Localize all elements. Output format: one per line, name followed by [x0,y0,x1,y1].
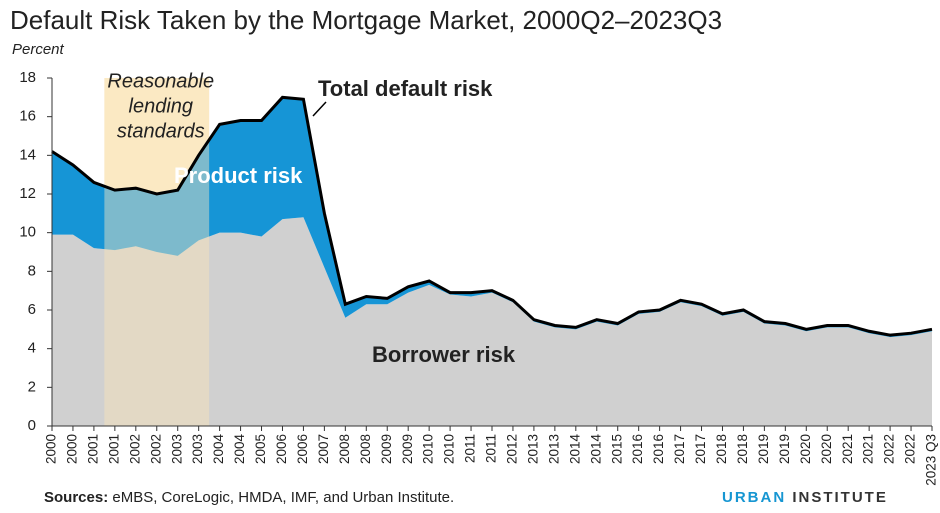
x-tick-label: 2017 [693,434,708,464]
x-tick-label: 2022 [903,434,918,464]
x-tick-label: 2014 [567,434,582,465]
series-label: Total default risk [318,76,493,101]
logo-word: URBAN [722,489,786,506]
leader-line [312,101,327,117]
x-tick-label: 2023 Q3 [924,434,939,486]
y-tick-label: 4 [28,340,36,357]
x-tick-label: 2002 [148,434,163,464]
y-tick-label: 8 [28,262,36,279]
x-tick-label: 2010 [442,434,457,464]
x-tick-label: 2008 [337,434,352,464]
x-tick-label: 2017 [672,434,687,464]
x-tick-label: 2000 [44,434,59,464]
x-tick-label: 2014 [588,434,603,465]
x-tick-label: 2020 [798,434,813,464]
x-tick-label: 2001 [106,434,121,464]
x-tick-label: 2021 [861,434,876,464]
x-tick-label: 2013 [546,434,561,464]
y-tick-label: 0 [28,417,36,434]
x-tick-label: 2013 [525,434,540,464]
line [51,95,933,337]
y-tick-label: 10 [19,224,36,241]
x-tick-label: 2004 [232,434,247,465]
y-tick-label: 14 [19,146,36,163]
x-tick-label: 2018 [735,434,750,464]
x-tick-label: 2011 [463,434,478,463]
y-tick-label: 12 [19,185,36,202]
x-tick-label: 2008 [358,434,373,464]
x-tick-label: 2001 [85,434,100,464]
x-tick-label: 2019 [756,434,771,464]
x-tick-label: 2021 [840,434,855,464]
x-tick-label: 2015 [609,434,624,464]
x-tick-label: 2020 [819,434,834,464]
logo: URBAN INSTITUTE [722,489,888,506]
x-tick-label: 2002 [127,434,142,464]
x-tick-label: 2009 [400,434,415,464]
region-label: standards [117,120,205,142]
x-tick-label: 2009 [379,434,394,464]
series-label: Borrower risk [372,342,516,367]
x-tick-label: 2019 [777,434,792,464]
chart-title: Default Risk Taken by the Mortgage Marke… [10,5,722,35]
x-tick-label: 2012 [505,434,520,464]
x-tick-label: 2007 [316,434,331,464]
x-tick-label: 2010 [421,434,436,464]
x-tick-label: 2016 [630,434,645,464]
shaded-region [104,78,210,426]
y-tick-label: 18 [19,69,36,86]
logo-word: INSTITUTE [792,489,888,506]
source-label: Sources: [44,489,108,506]
x-tick-label: 2005 [253,434,268,464]
x-tick-label: 2016 [651,434,666,464]
series-label: Product risk [174,163,303,188]
region-label: Reasonable [107,70,214,92]
x-tick-label: 2011 [484,434,499,463]
x-tick-label: 2003 [169,434,184,464]
source: Sources: eMBS, CoreLogic, HMDA, IMF, and… [44,489,454,506]
area [52,217,932,426]
y-tick-label: 16 [19,108,36,125]
x-tick-label: 2000 [65,434,80,464]
x-tick-label: 2003 [190,434,205,464]
x-tick-label: 2006 [295,434,310,464]
plot [51,78,933,426]
source-text: eMBS, CoreLogic, HMDA, IMF, and Urban In… [112,489,454,506]
y-tick-label: 2 [28,378,36,395]
x-tick-label: 2022 [882,434,897,464]
y-tick-label: 6 [28,301,36,318]
x-tick-label: 2004 [211,434,226,465]
area [52,97,932,338]
x-tick-label: 2006 [274,434,289,464]
y-axis-label: Percent [12,41,65,58]
region-label: lending [129,95,194,117]
x-tick-label: 2018 [714,434,729,464]
